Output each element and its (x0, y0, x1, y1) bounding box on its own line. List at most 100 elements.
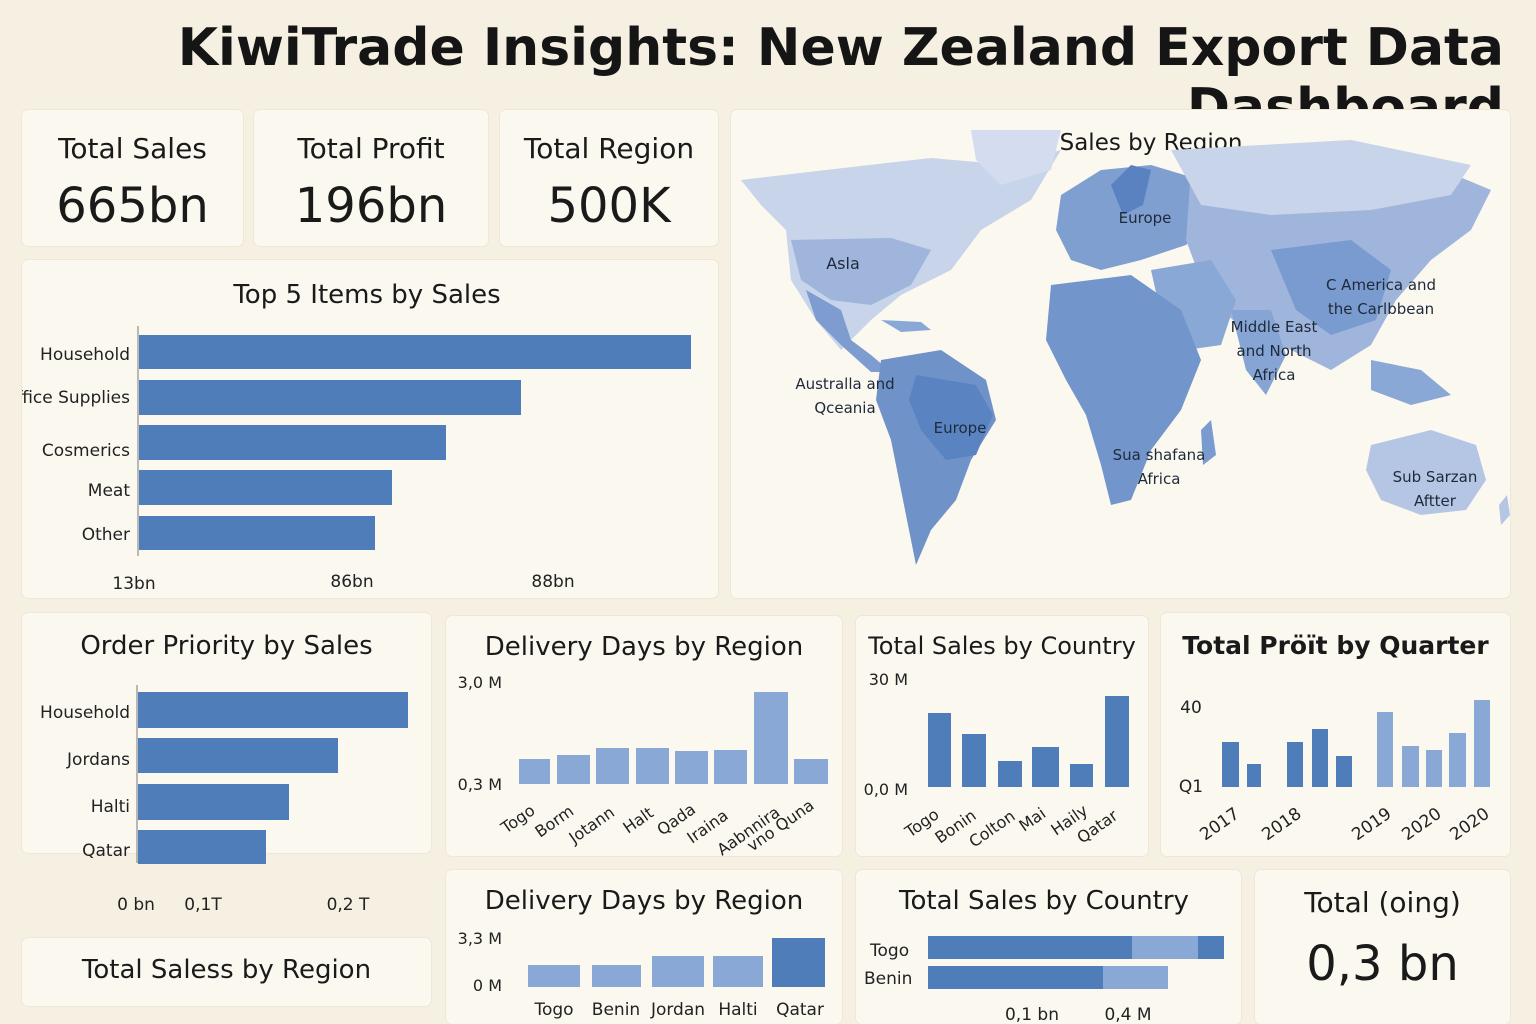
sales-region-footer-card[interactable]: Total Saless by Region (22, 938, 431, 1006)
bar-aabnnira[interactable] (754, 692, 788, 784)
bar-jotann[interactable] (596, 748, 629, 784)
map-southeast-asia[interactable] (1371, 360, 1451, 405)
map-usa[interactable] (791, 238, 931, 305)
kpi-card-total-profit[interactable]: Total Profit 196bn (254, 110, 488, 246)
map-new-zealand[interactable] (1499, 495, 1510, 525)
delivery-days-card-1[interactable]: Delivery Days by Region 3,0 M 0,3 M Togo… (446, 616, 842, 856)
sales-country-card-2[interactable]: Total Sales by Country Togo Benin 0,1 bn… (856, 870, 1241, 1024)
bar-togo[interactable] (528, 965, 580, 987)
delivery-days-chart-2: 3,3 M 0 M Togo Benin Jordan Halti Qatar (458, 929, 825, 1020)
bar-other[interactable] (139, 516, 375, 550)
bar-benin-seg-1[interactable] (928, 966, 1103, 989)
category-label: Household (40, 345, 130, 365)
sales-country-card-1[interactable]: Total Sales by Country 30 M 0,0 M Togo B… (856, 616, 1148, 856)
bar-halti[interactable] (138, 784, 289, 820)
bar-2018-q2[interactable] (1312, 729, 1328, 787)
map-caribbean[interactable] (881, 320, 931, 332)
bar-mai[interactable] (1032, 747, 1059, 787)
bar-vno-quna[interactable] (794, 759, 828, 784)
kpi-value: 196bn (294, 178, 448, 234)
map-europe[interactable] (1056, 165, 1211, 270)
bar-halt[interactable] (636, 748, 669, 784)
kpi-label: Total Sales (58, 132, 207, 165)
bar-benin[interactable] (592, 965, 641, 987)
bar-iraina[interactable] (714, 750, 747, 784)
kpi-value: 0,3 bn (1306, 936, 1459, 992)
axis-tick: 0,4 M (1104, 1005, 1151, 1024)
bar-2019-q2[interactable] (1402, 746, 1419, 787)
map-label-europe-north: Europe (1118, 209, 1172, 227)
map-madagascar[interactable] (1201, 420, 1216, 465)
total-oing-card[interactable]: Total (oing) 0,3 bn (1255, 870, 1510, 1024)
bar-borm[interactable] (557, 755, 590, 784)
kpi-card-total-region[interactable]: Total Region 500K (500, 110, 718, 246)
map-africa[interactable] (1046, 275, 1201, 505)
bar-halti[interactable] (713, 956, 763, 987)
map-greenland[interactable] (971, 130, 1061, 185)
kpi-card-total-sales[interactable]: Total Sales 665bn (22, 110, 243, 246)
map-india[interactable] (1231, 310, 1286, 395)
bar-togo[interactable] (928, 713, 951, 787)
x-label: Benin (592, 1000, 640, 1020)
axis-tick: 0 bn (117, 895, 155, 915)
bar-benin-seg-2[interactable] (1103, 966, 1168, 989)
bar-office-supplies[interactable] (139, 380, 521, 415)
x-label: Qatar (776, 1000, 824, 1020)
world-map[interactable] (731, 110, 1510, 598)
bar-colton[interactable] (998, 761, 1022, 787)
axis-tick: 0,2 T (327, 895, 370, 915)
bar-bonin[interactable] (962, 734, 986, 787)
chart-title: Delivery Days by Region (484, 886, 804, 916)
map-label-americas: C America and the Carlbbean (1325, 276, 1437, 318)
bar-meat[interactable] (139, 470, 392, 505)
map-central-america[interactable] (806, 290, 891, 372)
sales-country-chart-2: Togo Benin 0,1 bn 0,4 M (864, 936, 1224, 1024)
bar-2020-q1[interactable] (1426, 750, 1442, 787)
x-label: Mai (1015, 804, 1049, 836)
profit-quarter-chart: 40 Q1 2017 2018 2019 2020 2020 (1179, 698, 1493, 845)
map-australia[interactable] (1366, 430, 1486, 515)
bar-2020-q2[interactable] (1449, 733, 1466, 787)
kpi-value: 665bn (56, 178, 209, 234)
bar-haily[interactable] (1070, 764, 1093, 787)
bar-2020-q3[interactable] (1474, 700, 1490, 787)
x-label: Togo (533, 1000, 573, 1020)
top-items-card[interactable]: Top 5 Items by Sales Household Office Su… (22, 260, 718, 598)
map-label-africa: Sua shafana Africa (1112, 446, 1206, 488)
axis-tick: 0,1 bn (1005, 1005, 1059, 1024)
map-label-mena: Middle East and North Africa (1230, 318, 1318, 384)
bar-qatar[interactable] (772, 938, 825, 987)
top-items-chart: Household Office Supplies Cosmerics Meat… (22, 326, 691, 594)
bar-2017-q1[interactable] (1222, 742, 1239, 787)
delivery-days-card-2[interactable]: Delivery Days by Region 3,3 M 0 M Togo B… (446, 870, 842, 1024)
bar-household[interactable] (139, 335, 691, 369)
bar-togo-seg-3[interactable] (1198, 936, 1224, 959)
bar-cosmerics[interactable] (139, 425, 446, 460)
map-label-europe-south: Europe (933, 419, 987, 437)
y-tick: Q1 (1179, 777, 1203, 797)
bar-qatar[interactable] (138, 830, 266, 864)
bar-togo-seg-2[interactable] (1132, 936, 1198, 959)
category-label: Qatar (82, 841, 130, 861)
x-label: Halti (718, 1000, 757, 1020)
map-brazil[interactable] (909, 375, 993, 460)
kpi-value: 500K (547, 178, 671, 234)
map-scandinavia[interactable] (1111, 165, 1151, 215)
world-map-card[interactable]: Total Sales by Region Europe Asla C Amer… (731, 110, 1510, 598)
bar-qatar[interactable] (1105, 696, 1129, 787)
sales-country-chart-1: 30 M 0,0 M Togo Bonin Colton Mai Haily Q… (864, 670, 1129, 851)
bar-2018-q3[interactable] (1336, 756, 1352, 787)
bar-jordan[interactable] (652, 956, 704, 987)
bar-2018-q1[interactable] (1287, 742, 1303, 787)
bar-qada[interactable] (675, 751, 708, 784)
map-russia[interactable] (1171, 140, 1471, 215)
profit-quarter-card[interactable]: Total Pröït by Quarter 40 Q1 2017 2018 2… (1161, 613, 1510, 856)
bar-jordans[interactable] (138, 738, 338, 773)
y-tick: 3,0 M (458, 673, 502, 692)
bar-togo-seg-1[interactable] (928, 936, 1132, 959)
bar-household[interactable] (138, 692, 408, 728)
bar-togo[interactable] (519, 759, 550, 784)
map-china[interactable] (1271, 240, 1391, 335)
bar-2017-q2[interactable] (1247, 764, 1261, 787)
bar-2019-q1[interactable] (1377, 712, 1393, 787)
